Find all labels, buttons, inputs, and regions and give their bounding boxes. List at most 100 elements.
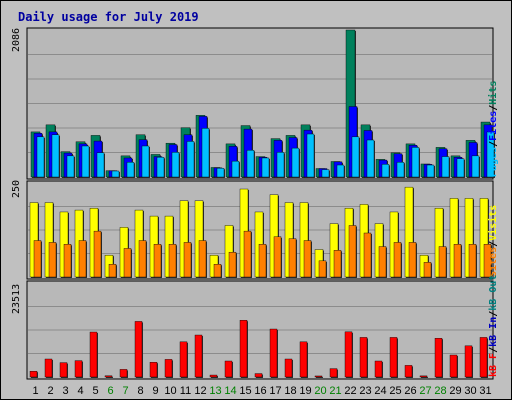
bar-kbf-day-8	[134, 321, 143, 378]
x-tick-day-24: 24	[374, 385, 386, 397]
bar-pages-day-24	[381, 164, 390, 178]
bar-pages-day-21	[336, 164, 345, 178]
bar-sites-day-24	[378, 246, 387, 278]
x-tick-day-10: 10	[164, 385, 176, 397]
bar-kbf-day-30	[464, 345, 473, 378]
bar-sites-day-4	[78, 240, 87, 278]
legend-visits: Visits	[487, 205, 499, 241]
bar-kbf-day-3	[59, 362, 68, 378]
bar-kbf-day-20-shadow	[316, 376, 323, 378]
bar-sites-day-2	[48, 242, 57, 278]
bar-pages-day-28	[441, 156, 450, 178]
ymax-label-hits: 2086	[11, 28, 22, 52]
x-tick-day-13: 13	[209, 385, 221, 397]
x-tick-day-22: 22	[344, 385, 356, 397]
bar-sites-day-12	[198, 240, 207, 278]
bar-pages-day-25	[396, 162, 405, 178]
x-tick-day-1: 1	[32, 385, 38, 397]
x-tick-day-9: 9	[152, 385, 158, 397]
bar-sites-day-7	[123, 248, 132, 278]
bar-sites-day-20	[318, 260, 327, 278]
x-tick-day-7: 7	[122, 385, 128, 397]
x-tick-day-27: 27	[419, 385, 431, 397]
chart-title: Daily usage for July 2019	[18, 10, 199, 24]
bar-pages-day-22	[351, 136, 360, 178]
bar-kbf-day-18	[284, 358, 293, 378]
bar-kbf-day-24	[374, 360, 383, 378]
bar-kbf-day-2	[44, 358, 53, 378]
bar-pages-day-11	[186, 141, 195, 178]
bar-kbf-day-21	[329, 368, 338, 378]
x-tick-day-30: 30	[464, 385, 476, 397]
bar-sites-day-1	[33, 240, 42, 278]
bar-pages-day-14	[231, 160, 240, 178]
bar-kbf-day-27	[419, 375, 428, 378]
bar-kbf-day-16	[254, 373, 263, 378]
bar-pages-day-29	[456, 158, 465, 178]
bar-kbf-day-4	[74, 360, 83, 378]
bar-kbf-day-12	[194, 334, 203, 378]
bar-kbf-day-9	[149, 362, 158, 378]
bar-kbf-day-15	[239, 320, 248, 378]
bar-kbf-day-14	[224, 360, 233, 378]
x-tick-day-2: 2	[47, 385, 53, 397]
bar-sites-day-16	[258, 244, 267, 278]
bar-pages-day-5	[96, 152, 105, 178]
bar-pages-day-30	[471, 155, 480, 178]
bar-pages-day-6	[111, 170, 120, 178]
bar-sites-day-3	[63, 244, 72, 278]
legend-visits-sites: Sites/Visits	[487, 205, 499, 277]
bar-kbf-day-25	[389, 337, 398, 378]
bar-sites-day-8	[138, 240, 147, 278]
bar-pages-day-12	[201, 128, 210, 178]
bar-pages-day-31	[486, 131, 495, 178]
bar-sites-day-25	[393, 242, 402, 278]
bar-kbf-day-27-shadow	[421, 376, 428, 378]
bar-sites-day-31	[483, 244, 492, 278]
bar-pages-day-20	[321, 169, 330, 178]
panel-hits-files-pages: 2086 Pages/Files/Hits	[11, 27, 499, 180]
x-tick-day-14: 14	[224, 385, 236, 397]
bar-pages-day-26	[411, 147, 420, 178]
bar-pages-day-13	[216, 167, 225, 178]
ymax-label-kbytes: 23513	[11, 284, 22, 314]
x-tick-day-18: 18	[284, 385, 296, 397]
legend-pages: Pages	[488, 147, 499, 177]
legend-sites: Sites	[487, 247, 499, 277]
bar-sites-day-26	[408, 242, 417, 278]
x-tick-day-19: 19	[299, 385, 311, 397]
x-tick-day-5: 5	[92, 385, 98, 397]
bar-sites-day-22	[348, 225, 357, 278]
bar-sites-day-30	[468, 244, 477, 278]
bar-sites-day-29	[453, 244, 462, 278]
legend-files: Files	[487, 111, 499, 141]
legend-hits-files-pages: Pages/Files/Hits	[487, 81, 499, 177]
bar-sites-day-10	[168, 244, 177, 278]
bar-pages-day-10	[171, 152, 180, 178]
x-tick-day-8: 8	[137, 385, 143, 397]
bar-pages-day-3	[66, 155, 75, 178]
x-tick-day-23: 23	[359, 385, 371, 397]
bar-kbf-day-11	[179, 341, 188, 378]
bar-pages-day-7	[126, 162, 135, 178]
bar-kbf-day-26	[404, 365, 413, 378]
ymax-label-visits: 250	[11, 180, 22, 198]
x-tick-day-21: 21	[329, 385, 341, 397]
bar-pages-day-17	[276, 152, 285, 178]
bar-pages-day-16	[261, 157, 270, 178]
legend-hits: Hits	[487, 81, 499, 105]
bar-sites-day-23	[363, 232, 372, 278]
bar-sites-day-6	[108, 264, 117, 278]
bar-kbf-day-13	[209, 374, 218, 378]
bar-sites-day-17	[273, 236, 282, 278]
x-tick-day-31: 31	[479, 385, 491, 397]
bar-sites-day-15	[243, 230, 252, 278]
bar-sites-day-14	[228, 251, 237, 278]
panel-kbytes: 23513 kB F/kB In/kB Out	[11, 275, 499, 380]
bar-sites-day-11	[183, 242, 192, 278]
bar-pages-day-4	[81, 145, 90, 178]
x-tick-day-6: 6	[107, 385, 113, 397]
bar-sites-day-21	[333, 250, 342, 278]
bar-pages-day-18	[291, 147, 300, 178]
